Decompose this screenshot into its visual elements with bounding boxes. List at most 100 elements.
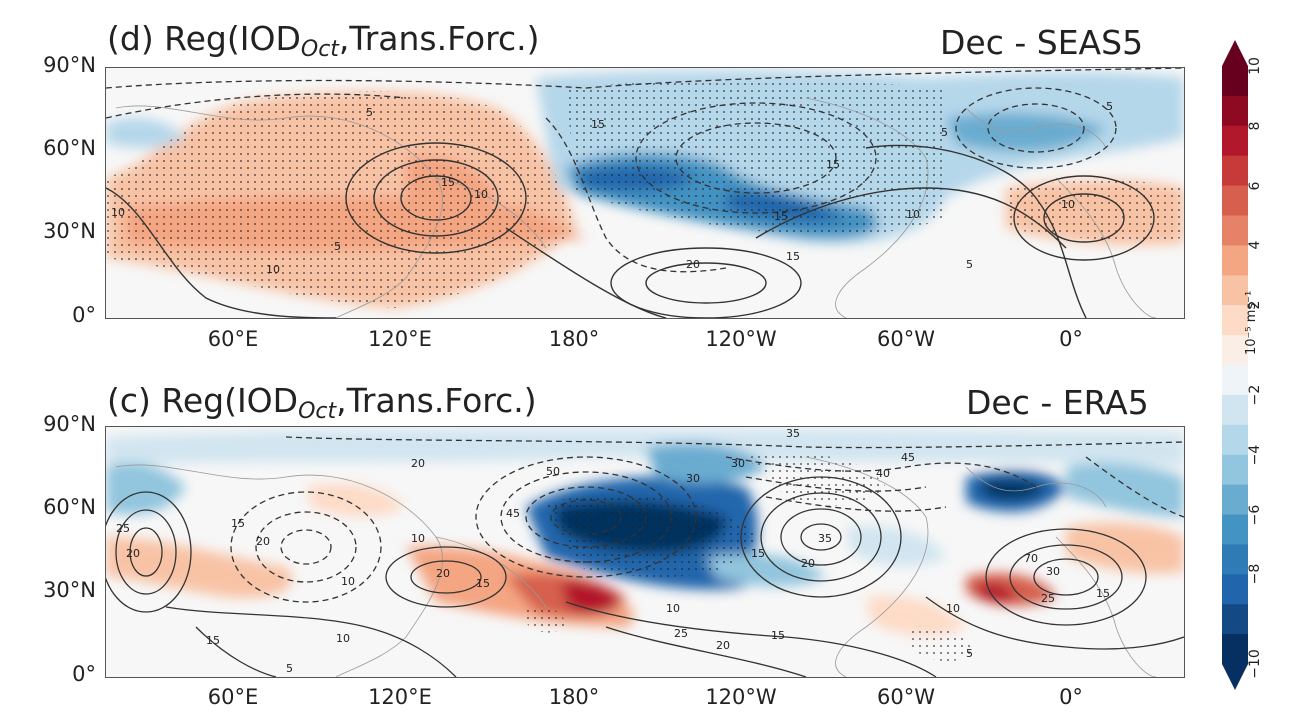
contour-label: 20	[256, 535, 270, 548]
colorbar-tick-label: 8	[1247, 121, 1263, 131]
contour-label: 15	[591, 118, 605, 131]
colorbar-segment	[1222, 155, 1248, 187]
contour-label: 45	[901, 451, 915, 464]
contour-label: 5	[966, 258, 973, 271]
contour-label: 35	[818, 532, 832, 545]
contours-positive	[106, 476, 1184, 677]
contour-label: 5	[366, 106, 373, 119]
contour-label: 70	[1024, 552, 1038, 565]
contour-label: 35	[786, 427, 800, 440]
y-tick-label: 30°N	[43, 219, 96, 243]
map-era5-canvas: 35 45 50 30 40 20 15 20 45 10 35 20 20 1…	[106, 427, 1184, 677]
colorbar-tick-label: −6	[1247, 504, 1263, 525]
contour-label: 25	[116, 522, 130, 535]
contour-label: 5	[966, 647, 973, 660]
contour-label: 15	[476, 577, 490, 590]
colorbar-segment	[1222, 185, 1248, 216]
contour-label: 10	[946, 602, 960, 615]
contour-label: 10	[266, 263, 280, 276]
contour-label: 10	[341, 575, 355, 588]
panel-seas5: (d) Reg(IODOct,Trans.Forc.) Dec - SEAS5 …	[0, 0, 1200, 364]
y-tick-label: 60°N	[43, 136, 96, 160]
x-tick-label: 0°	[1059, 327, 1083, 351]
anomaly-patch	[106, 537, 293, 598]
contours-positive	[106, 142, 1155, 318]
x-tick-label: 120°E	[368, 685, 432, 709]
colorbar-tick-label: 6	[1247, 181, 1263, 191]
x-tick-label: 180°	[548, 327, 600, 351]
contour-label: 30	[1046, 565, 1060, 578]
contour-label: 10	[111, 206, 125, 219]
colorbar-segment	[1222, 66, 1248, 97]
colorbar-segment	[1222, 604, 1248, 635]
colorbar-segment	[1222, 125, 1248, 157]
contour-label: 15	[751, 547, 765, 560]
contours-negative	[230, 436, 1184, 603]
x-tick-label: 60°W	[877, 685, 935, 709]
colorbar-segment	[1222, 544, 1248, 575]
colorbar-segment	[1222, 245, 1248, 276]
contour-label: 15	[231, 517, 245, 530]
significance-stipple	[1006, 180, 1184, 240]
contour-label: 10	[474, 188, 488, 201]
colorbar-segment	[1222, 394, 1248, 426]
colorbar-segment	[1222, 305, 1248, 336]
x-tick-label: 120°W	[705, 327, 777, 351]
contour-label: 20	[126, 547, 140, 560]
colorbar-segment	[1222, 275, 1248, 306]
anomaly-patch	[306, 483, 406, 517]
contour-label: 5	[334, 240, 341, 253]
contour-label: 20	[716, 639, 730, 652]
anomaly-patch	[106, 463, 186, 515]
contour-label: 20	[801, 557, 815, 570]
contour-label: 20	[436, 567, 450, 580]
significance-stipple	[566, 80, 946, 236]
contour-label: 15	[786, 250, 800, 263]
contour-label: 25	[1041, 592, 1055, 605]
anomaly-patch	[1066, 522, 1184, 574]
colorbar-segment	[1222, 574, 1248, 605]
contour-label: 30	[686, 472, 700, 485]
y-tick-label: 90°N	[43, 53, 96, 77]
map-seas5: 5 15 10 10 5 15 20 10 15 15 10 5 5 15 10…	[105, 67, 1185, 319]
colorbar-segment	[1222, 365, 1248, 396]
colorbar-segment	[1222, 514, 1248, 545]
y-tick-label: 0°	[72, 303, 96, 327]
colorbar-tick-label: −8	[1247, 563, 1263, 585]
panel-right-title: Dec - SEAS5	[940, 23, 1144, 62]
map-era5: 35 45 50 30 40 20 15 20 45 10 35 20 20 1…	[105, 426, 1185, 678]
colorbar-unit-label: 10⁻⁵ ms⁻¹	[1244, 290, 1259, 355]
contour-label: 5	[286, 662, 293, 675]
x-tick-label: 60°W	[877, 327, 935, 351]
significance-stipple	[526, 605, 566, 633]
significance-stipple	[906, 625, 976, 662]
contour-label: 15	[1096, 587, 1110, 600]
x-tick-label: 120°E	[368, 327, 432, 351]
colorbar-tick-label: 10	[1247, 57, 1263, 75]
colorbar-segment	[1222, 424, 1248, 456]
x-tick-label: 60°E	[207, 685, 259, 709]
contour-label: 10	[411, 532, 425, 545]
colorbar-segment	[1222, 634, 1248, 665]
contour-label: 10	[1061, 198, 1075, 211]
contour-label: 20	[411, 457, 425, 470]
contours-negative	[106, 68, 1184, 273]
panel-right-title: Dec - ERA5	[966, 383, 1149, 422]
colorbar-segment	[1222, 484, 1248, 515]
panel-title: (c) Reg(IODOct,Trans.Forc.)	[107, 381, 537, 424]
colorbar-segment	[1222, 215, 1248, 246]
contour-label: 10	[336, 632, 350, 645]
colorbar-segment	[1222, 335, 1248, 366]
contour-label: 30	[731, 457, 745, 470]
contour-label: 15	[441, 176, 455, 189]
significance-stipple	[746, 453, 886, 506]
contour-label: 15	[771, 629, 785, 642]
y-tick-label: 60°N	[43, 495, 96, 519]
x-tick-label: 60°E	[207, 327, 259, 351]
y-tick-label: 0°	[72, 662, 96, 686]
colorbar-extend-min	[1222, 664, 1248, 690]
y-tick-label: 30°N	[43, 578, 96, 602]
contour-label: 50	[546, 465, 560, 478]
anomaly-patch	[106, 118, 186, 148]
contour-label: 5	[941, 126, 948, 139]
